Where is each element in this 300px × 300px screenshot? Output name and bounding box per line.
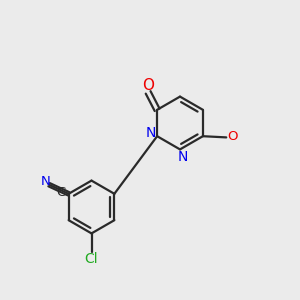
Text: O: O	[228, 130, 238, 143]
Text: C: C	[56, 186, 66, 199]
Text: N: N	[145, 126, 156, 140]
Text: N: N	[178, 150, 188, 164]
Text: N: N	[40, 175, 50, 188]
Text: Cl: Cl	[85, 252, 98, 266]
Text: O: O	[142, 78, 154, 93]
